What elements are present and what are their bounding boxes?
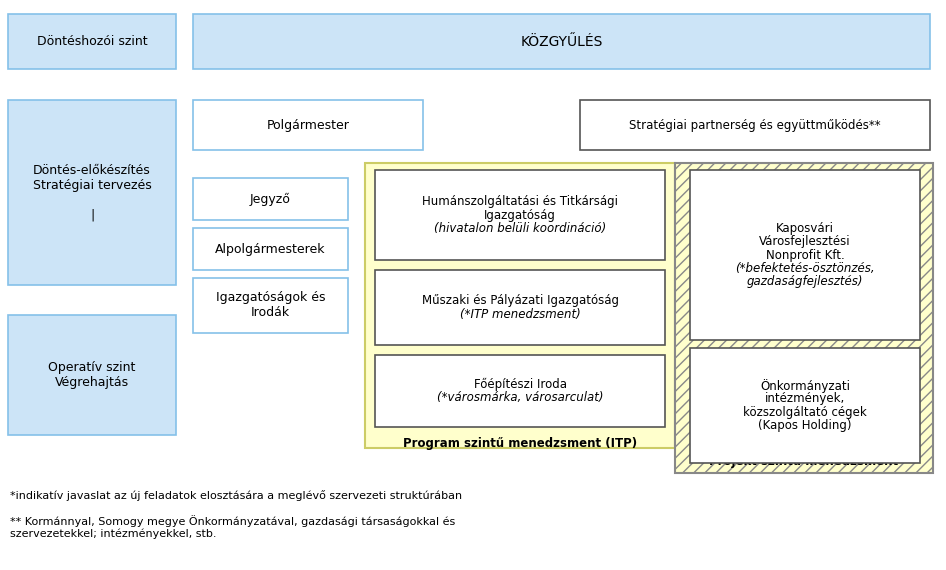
Text: közszolgáltató cégek: közszolgáltató cégek — [744, 406, 867, 418]
Text: (*befektetés-ösztönzés,: (*befektetés-ösztönzés, — [735, 262, 875, 275]
Text: (Kapos Holding): (Kapos Holding) — [759, 419, 851, 431]
Text: ** Kormánnyal, Somogy megye Önkormányzatával, gazdasági társaságokkal és
szervez: ** Kormánnyal, Somogy megye Önkormányzat… — [10, 515, 455, 539]
Text: Műszaki és Pályázati Igazgatóság: Műszaki és Pályázati Igazgatóság — [422, 295, 619, 307]
Bar — [8, 14, 176, 69]
Text: Főépítészi Iroda: Főépítészi Iroda — [474, 378, 567, 391]
Text: Igazgatóságok és
Irodák: Igazgatóságok és Irodák — [216, 291, 325, 320]
Bar — [193, 14, 930, 69]
Bar — [580, 100, 930, 150]
Text: Döntéshozói szint: Döntéshozói szint — [37, 35, 148, 48]
Text: *indikatív javaslat az új feladatok elosztására a meglévő szervezeti struktúrába: *indikatív javaslat az új feladatok elos… — [10, 490, 463, 501]
Text: Humánszolgáltatási és Titkársági: Humánszolgáltatási és Titkársági — [422, 196, 618, 208]
Bar — [375, 355, 665, 427]
Bar — [675, 163, 933, 473]
Text: Önkormányzati: Önkormányzati — [760, 378, 850, 393]
Text: Program szintű menedzsment (ITP): Program szintű menedzsment (ITP) — [403, 437, 637, 450]
Text: Jegyző: Jegyző — [250, 193, 291, 206]
Bar — [375, 170, 665, 260]
Bar — [8, 315, 176, 435]
Text: Kaposvári: Kaposvári — [776, 222, 834, 235]
Text: Projekt szintű menedzsment: Projekt szintű menedzsment — [710, 455, 899, 469]
Text: intézmények,: intézmények, — [765, 392, 845, 405]
Text: Polgármester: Polgármester — [267, 119, 349, 132]
Text: Igazgatóság: Igazgatóság — [484, 209, 556, 222]
Bar — [193, 278, 348, 333]
Text: Alpolgármesterek: Alpolgármesterek — [216, 242, 325, 255]
Text: (*ITP menedzsment): (*ITP menedzsment) — [460, 308, 581, 320]
Bar — [193, 178, 348, 220]
Text: Stratégiai partnerség és együttműködés**: Stratégiai partnerség és együttműködés** — [629, 119, 881, 132]
Text: Városfejlesztési: Városfejlesztési — [760, 235, 850, 249]
Text: (hivatalon belüli koordináció): (hivatalon belüli koordináció) — [434, 222, 606, 235]
Bar — [690, 170, 920, 340]
Bar — [690, 348, 920, 463]
Text: KÖZGYŰLÉS: KÖZGYŰLÉS — [520, 35, 603, 48]
Text: Operatív szint
Végrehajtás: Operatív szint Végrehajtás — [48, 361, 135, 389]
Bar — [365, 163, 675, 448]
Bar — [375, 270, 665, 345]
Text: Nonprofit Kft.: Nonprofit Kft. — [765, 249, 845, 262]
Bar — [193, 228, 348, 270]
Bar — [8, 100, 176, 285]
Text: (*városmárka, városarculat): (*városmárka, városarculat) — [437, 391, 604, 404]
Bar — [193, 100, 423, 150]
Text: gazdaságfejlesztés): gazdaságfejlesztés) — [746, 275, 864, 288]
Text: Döntés-előkészítés
Stratégiai tervezés

|: Döntés-előkészítés Stratégiai tervezés | — [32, 164, 151, 222]
